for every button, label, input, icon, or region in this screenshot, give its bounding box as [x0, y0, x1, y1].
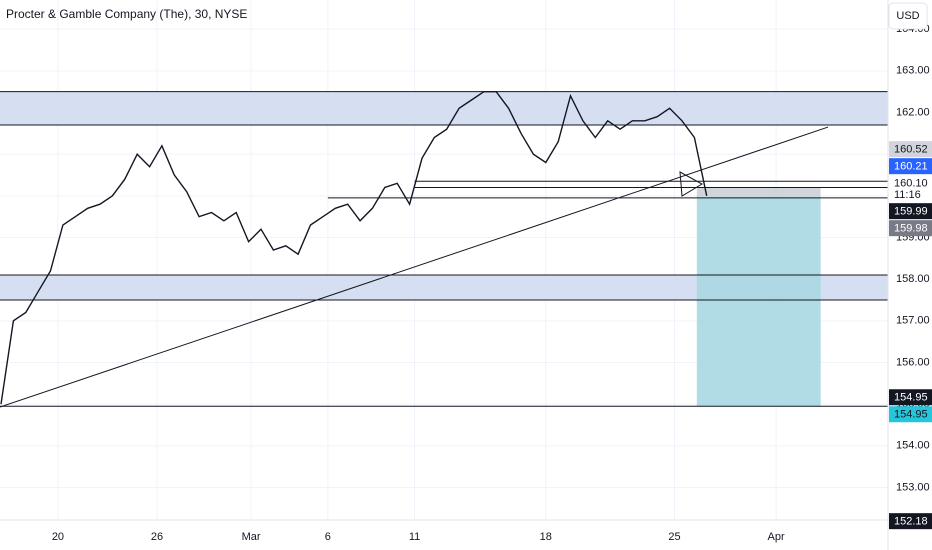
x-tick-label: 25	[668, 531, 680, 543]
chart-title: Procter & Gamble Company (The), 30, NYSE	[6, 7, 247, 21]
price-label: 159.99	[894, 206, 928, 218]
x-tick-label: 18	[540, 531, 552, 543]
price-label-box	[889, 175, 932, 203]
x-tick-label: 11	[409, 531, 420, 543]
currency-button[interactable]	[888, 2, 928, 30]
price-label: 154.95	[894, 392, 928, 404]
price-label-box	[889, 203, 932, 220]
currency-label: USD	[896, 10, 919, 22]
price-label: 154.95	[894, 409, 928, 421]
price-label-box	[889, 389, 932, 406]
x-tick-label: Mar	[242, 531, 261, 543]
x-tick-label: 26	[151, 531, 163, 543]
price-label-countdown: 11:16	[894, 189, 921, 201]
target-zone	[696, 196, 821, 407]
price-label: 159.98	[894, 223, 928, 235]
y-tick-label: 156.00	[896, 356, 930, 368]
axes: 153.00154.00155.00156.00157.00158.00159.…	[52, 23, 932, 543]
y-tick-label: 154.00	[896, 440, 930, 452]
stop-zone	[696, 187, 821, 197]
trend-line	[0, 126, 829, 408]
y-tick-label: 163.00	[896, 65, 930, 77]
plot-area	[0, 91, 888, 408]
price-label-box	[889, 406, 932, 423]
y-tick-label: 158.00	[896, 273, 930, 285]
x-tick-label: 6	[325, 531, 331, 543]
y-tick-label: 157.00	[896, 315, 930, 327]
price-line	[0, 91, 708, 405]
zone	[0, 91, 888, 125]
price-label-box	[889, 158, 932, 175]
triangle-pattern	[679, 171, 704, 197]
price-label-box	[889, 513, 932, 530]
price-label: 160.21	[894, 161, 928, 173]
price-label: 152.18	[894, 516, 928, 528]
y-tick-label: 162.00	[896, 106, 930, 118]
price-label: 160.10	[894, 178, 928, 190]
x-tick-label: Apr	[768, 531, 785, 543]
price-label-box	[889, 141, 932, 158]
price-label: 160.52	[894, 144, 928, 156]
x-tick-label: 20	[52, 531, 64, 543]
price-label-box	[889, 220, 932, 237]
y-tick-label: 153.00	[896, 481, 930, 493]
